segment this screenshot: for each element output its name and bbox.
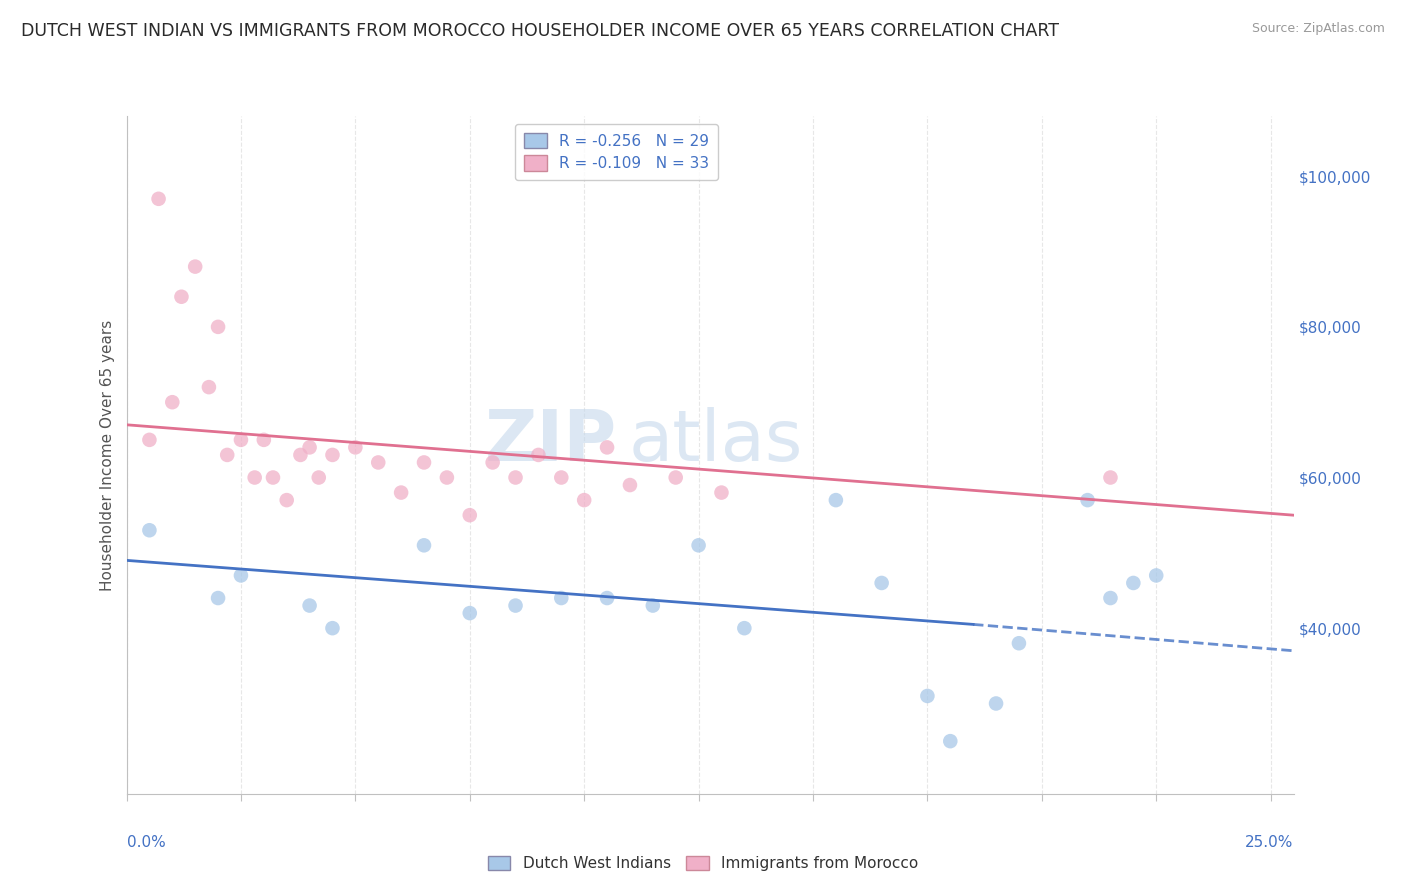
Point bbox=[290, 448, 312, 462]
Point bbox=[308, 470, 330, 484]
Point bbox=[207, 591, 229, 605]
Point bbox=[229, 568, 252, 582]
Point bbox=[1077, 493, 1099, 508]
Point bbox=[198, 380, 221, 394]
Point bbox=[138, 523, 160, 537]
Point bbox=[298, 599, 321, 613]
Point bbox=[207, 319, 229, 334]
Point bbox=[413, 538, 436, 552]
Point bbox=[825, 493, 848, 508]
Point bbox=[321, 621, 343, 635]
Point bbox=[505, 470, 527, 484]
Point bbox=[596, 441, 619, 455]
Legend: Dutch West Indians, Immigrants from Morocco: Dutch West Indians, Immigrants from Moro… bbox=[481, 850, 925, 877]
Point bbox=[217, 448, 239, 462]
Point bbox=[984, 697, 1007, 711]
Text: DUTCH WEST INDIAN VS IMMIGRANTS FROM MOROCCO HOUSEHOLDER INCOME OVER 65 YEARS CO: DUTCH WEST INDIAN VS IMMIGRANTS FROM MOR… bbox=[21, 22, 1059, 40]
Point bbox=[710, 485, 733, 500]
Text: 0.0%: 0.0% bbox=[127, 835, 166, 849]
Point bbox=[262, 470, 284, 484]
Point bbox=[550, 591, 572, 605]
Point bbox=[596, 591, 619, 605]
Point bbox=[367, 455, 389, 469]
Text: Source: ZipAtlas.com: Source: ZipAtlas.com bbox=[1251, 22, 1385, 36]
Point bbox=[939, 734, 962, 748]
Point bbox=[276, 493, 298, 508]
Point bbox=[253, 433, 276, 447]
Point bbox=[688, 538, 710, 552]
Point bbox=[184, 260, 207, 274]
Point bbox=[138, 433, 160, 447]
Legend: R = -0.256   N = 29, R = -0.109   N = 33: R = -0.256 N = 29, R = -0.109 N = 33 bbox=[515, 124, 718, 180]
Point bbox=[413, 455, 436, 469]
Point bbox=[917, 689, 939, 703]
Point bbox=[505, 599, 527, 613]
Point bbox=[162, 395, 184, 409]
Point bbox=[870, 576, 893, 591]
Point bbox=[321, 448, 343, 462]
Point bbox=[1144, 568, 1167, 582]
Point bbox=[229, 433, 252, 447]
Point bbox=[1099, 470, 1122, 484]
Text: ZIP: ZIP bbox=[485, 407, 617, 475]
Point bbox=[436, 470, 458, 484]
Point bbox=[1122, 576, 1144, 591]
Point bbox=[1008, 636, 1031, 650]
Point bbox=[527, 448, 550, 462]
Point bbox=[243, 470, 266, 484]
Point bbox=[619, 478, 641, 492]
Point bbox=[148, 192, 170, 206]
Point bbox=[733, 621, 755, 635]
Point bbox=[1099, 591, 1122, 605]
Text: atlas: atlas bbox=[628, 407, 803, 475]
Point bbox=[458, 606, 481, 620]
Point bbox=[170, 290, 193, 304]
Point bbox=[550, 470, 572, 484]
Point bbox=[298, 441, 321, 455]
Y-axis label: Householder Income Over 65 years: Householder Income Over 65 years bbox=[100, 319, 115, 591]
Point bbox=[572, 493, 595, 508]
Point bbox=[665, 470, 688, 484]
Text: 25.0%: 25.0% bbox=[1246, 835, 1294, 849]
Point bbox=[458, 508, 481, 523]
Point bbox=[389, 485, 412, 500]
Point bbox=[481, 455, 503, 469]
Point bbox=[344, 441, 367, 455]
Point bbox=[641, 599, 664, 613]
